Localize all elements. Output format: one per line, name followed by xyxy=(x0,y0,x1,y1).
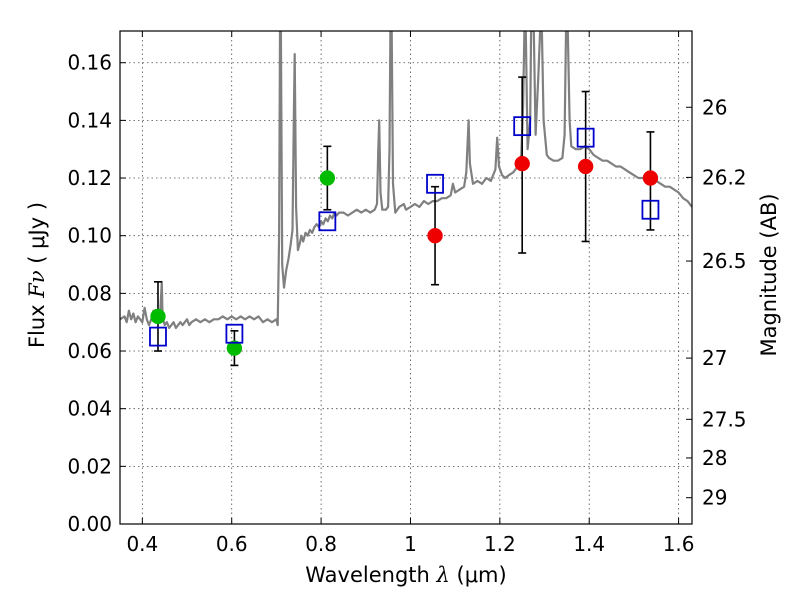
model-point xyxy=(641,199,660,220)
data-point xyxy=(514,155,530,172)
plot-frame xyxy=(119,30,693,525)
y-tick-label: 0.08 xyxy=(67,281,112,305)
data-point xyxy=(642,170,659,186)
y-tick-label: 0.16 xyxy=(67,51,112,75)
x-tick-label: 0.6 xyxy=(216,532,248,556)
grid-lines xyxy=(120,31,692,525)
y-tick-label: 0.12 xyxy=(67,166,112,190)
y2-tick-label: 27 xyxy=(702,346,727,370)
x-tick-label: 0.4 xyxy=(126,532,158,556)
y-tick-label: 0.10 xyxy=(67,224,112,248)
y2-tick-label: 29 xyxy=(702,486,727,510)
y2-tick-label: 27.5 xyxy=(702,407,747,431)
y2-tick-label: 26.5 xyxy=(702,249,747,273)
y2-axis-title: Magnitude (AB) xyxy=(757,193,781,356)
y-tick-label: 0.02 xyxy=(67,454,112,478)
data-point xyxy=(319,170,336,186)
model-point xyxy=(149,326,167,347)
y2-tick-label: 26 xyxy=(702,95,727,119)
data-point xyxy=(427,227,443,244)
x-tick-label: 1.4 xyxy=(573,532,605,556)
data-point xyxy=(150,308,166,325)
y-tick-label: 0.06 xyxy=(67,339,112,363)
y-tick-label: 0.04 xyxy=(67,397,112,421)
y-tick-label: 0.14 xyxy=(67,108,112,132)
model-point xyxy=(513,116,532,137)
y2-tick-label: 28 xyxy=(702,446,727,470)
data-point xyxy=(577,158,594,175)
axis-ticks: 0.4 0.6 0.8 1 1.2 1.4 1.6 0.00 0.02 0.04 0.06 0.08 0… xyxy=(67,31,747,556)
model-point xyxy=(318,211,337,232)
model-point xyxy=(225,323,244,344)
y2-tick-label: 26.2 xyxy=(702,165,747,189)
y-axis-title: Flux Fν ( μJy ) xyxy=(25,202,49,348)
x-tick-label: 1.2 xyxy=(484,532,516,556)
x-tick-label: 1 xyxy=(404,532,417,556)
plot-area xyxy=(120,31,692,367)
y-tick-label: 0.00 xyxy=(67,512,112,536)
x-tick-label: 0.8 xyxy=(305,532,337,556)
model-point xyxy=(576,127,595,148)
x-tick-label: 1.6 xyxy=(663,532,695,556)
spectrum-line xyxy=(120,31,692,330)
model-point xyxy=(426,173,444,194)
x-axis-title: Wavelength λ (μm) xyxy=(305,563,506,587)
data-point xyxy=(226,340,243,356)
